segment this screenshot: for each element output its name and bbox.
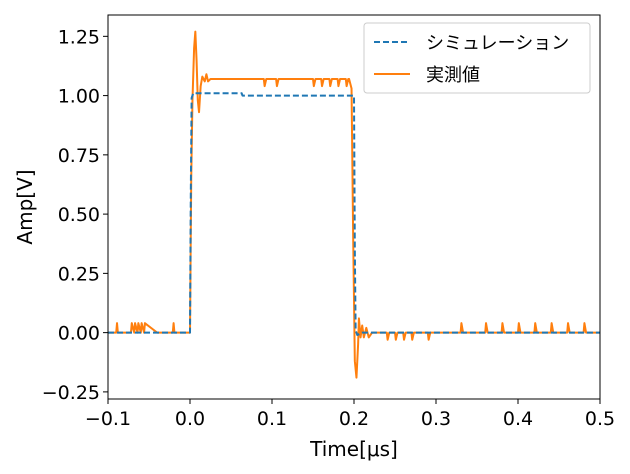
y-tick-label: 0.25 [58,263,100,285]
x-tick-label: 0.1 [257,408,287,430]
legend-box [363,22,591,94]
y-tick-label: 1.00 [58,86,100,108]
x-tick-label: 0.0 [175,408,205,430]
axes-layer: −0.1 0.0 0.1 0.2 0.3 0.4 0.5 −0.25 0.00 0.25 0.50 0… [42,14,615,430]
x-tick-label: 0.2 [339,408,369,430]
series-line-0 [108,92,600,336]
x-tick-label: 0.5 [585,408,615,430]
series-line-1 [108,30,600,379]
legend-label-1: 実測値 [426,65,480,86]
x-tick-label: 0.4 [503,408,533,430]
y-tick-label: 0.75 [58,145,100,167]
y-axis-label: Amp[V] [13,169,37,244]
y-tick-label: 1.25 [58,26,100,48]
y-tick-label: 0.00 [58,323,100,345]
legend-label-0: シミュレーション [426,33,569,54]
x-tick-label: 0.3 [421,408,451,430]
y-tick-label: −0.25 [42,382,100,404]
x-tick-label: −0.1 [85,408,131,430]
series-layer [108,30,600,379]
y-tick-label: 0.50 [58,204,100,226]
x-axis-label: Time[μs] [309,437,398,461]
